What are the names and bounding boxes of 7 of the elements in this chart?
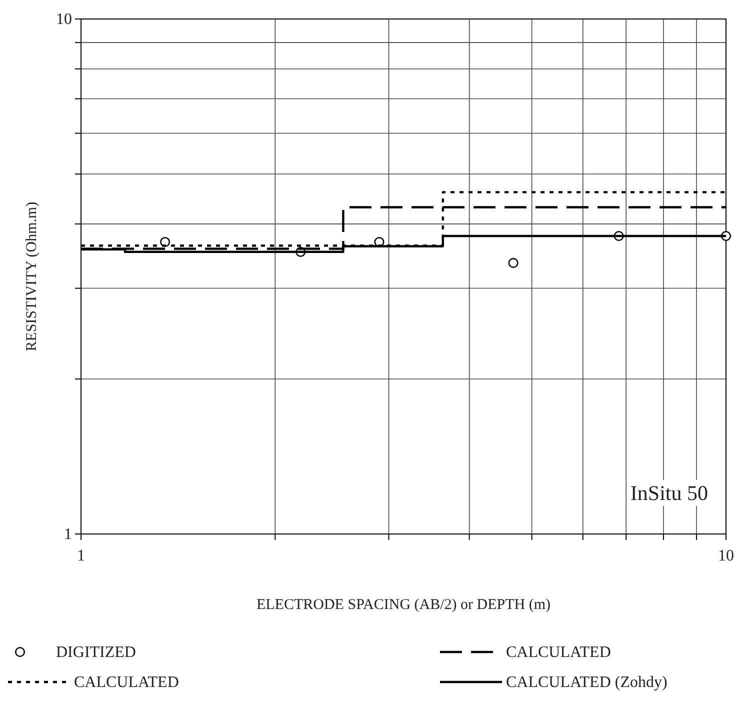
annotation: InSitu 50 — [630, 481, 708, 505]
legend-label: DIGITIZED — [56, 644, 136, 661]
legend-label: CALCULATED — [74, 674, 179, 691]
legend-label: CALCULATED (Zohdy) — [506, 674, 668, 691]
y-axis-title: RESISTIVITY (Ohm.m) — [24, 202, 40, 352]
legend-label: CALCULATED — [506, 644, 611, 661]
x-axis-title: ELECTRODE SPACING (AB/2) or DEPTH (m) — [256, 597, 551, 613]
